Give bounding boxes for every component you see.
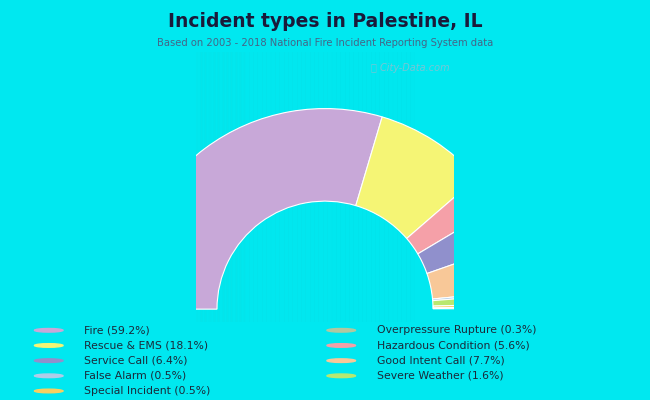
Bar [253, 26, 257, 335]
Bar [288, 26, 292, 335]
Text: Rescue & EMS (18.1%): Rescue & EMS (18.1%) [84, 340, 209, 350]
Bar [257, 26, 262, 335]
Bar [275, 26, 279, 335]
Bar [332, 26, 336, 335]
Text: Good Intent Call (7.7%): Good Intent Call (7.7%) [377, 356, 505, 366]
Bar [266, 26, 270, 335]
Bar [236, 26, 240, 335]
Circle shape [327, 344, 356, 347]
Text: Overpressure Rupture (0.3%): Overpressure Rupture (0.3%) [377, 325, 536, 335]
Circle shape [34, 328, 63, 332]
Bar [292, 26, 296, 335]
Bar [454, 26, 458, 335]
Wedge shape [433, 294, 525, 306]
Bar [406, 26, 410, 335]
Bar [214, 26, 218, 335]
Bar [240, 26, 244, 335]
Bar [306, 26, 309, 335]
Bar [428, 26, 432, 335]
Text: Based on 2003 - 2018 National Fire Incident Reporting System data: Based on 2003 - 2018 National Fire Incid… [157, 38, 493, 48]
Bar [354, 26, 358, 335]
Text: Service Call (6.4%): Service Call (6.4%) [84, 356, 188, 366]
Circle shape [327, 359, 356, 362]
Wedge shape [407, 178, 497, 254]
Circle shape [327, 374, 356, 378]
Bar [280, 26, 283, 335]
Bar [432, 26, 436, 335]
Bar [270, 26, 275, 335]
Bar [380, 26, 383, 335]
Text: Severe Weather (1.6%): Severe Weather (1.6%) [377, 371, 504, 381]
Bar [344, 26, 349, 335]
Circle shape [34, 389, 63, 393]
Bar [340, 26, 344, 335]
Bar [445, 26, 449, 335]
Circle shape [34, 344, 63, 347]
Text: Incident types in Palestine, IL: Incident types in Palestine, IL [168, 12, 482, 31]
Wedge shape [432, 290, 525, 301]
Bar [370, 26, 375, 335]
Bar [227, 26, 231, 335]
Circle shape [327, 328, 356, 332]
Bar [314, 26, 318, 335]
Bar [423, 26, 427, 335]
Bar [222, 26, 227, 335]
Circle shape [34, 374, 63, 378]
Bar [358, 26, 362, 335]
Text: Hazardous Condition (5.6%): Hazardous Condition (5.6%) [377, 340, 530, 350]
Bar [296, 26, 301, 335]
Wedge shape [433, 307, 526, 309]
Bar [414, 26, 419, 335]
Text: Fire (59.2%): Fire (59.2%) [84, 325, 150, 335]
Bar [244, 26, 249, 335]
Bar [441, 26, 445, 335]
Bar [397, 26, 401, 335]
Bar [201, 26, 205, 335]
Bar [301, 26, 305, 335]
Bar [205, 26, 209, 335]
Wedge shape [356, 117, 476, 238]
Bar [318, 26, 323, 335]
Bar [310, 26, 314, 335]
Text: ⎙ City-Data.com: ⎙ City-Data.com [371, 63, 450, 73]
Bar [367, 26, 370, 335]
Bar [362, 26, 367, 335]
Bar [336, 26, 340, 335]
Circle shape [34, 359, 63, 362]
Bar [375, 26, 380, 335]
Text: Special Incident (0.5%): Special Incident (0.5%) [84, 386, 211, 396]
Bar [401, 26, 406, 335]
Bar [327, 26, 332, 335]
Bar [323, 26, 327, 335]
Bar [209, 26, 214, 335]
Bar [249, 26, 253, 335]
Bar [262, 26, 266, 335]
Bar [283, 26, 288, 335]
Bar [449, 26, 454, 335]
Bar [419, 26, 423, 335]
Bar [196, 26, 201, 335]
Bar [388, 26, 393, 335]
Wedge shape [427, 243, 525, 299]
Bar [410, 26, 414, 335]
Bar [231, 26, 235, 335]
Wedge shape [418, 206, 514, 274]
Bar [349, 26, 353, 335]
Bar [384, 26, 388, 335]
Text: False Alarm (0.5%): False Alarm (0.5%) [84, 371, 187, 381]
Wedge shape [124, 108, 382, 309]
Bar [218, 26, 222, 335]
Bar [393, 26, 397, 335]
Bar [436, 26, 441, 335]
Wedge shape [433, 304, 526, 308]
